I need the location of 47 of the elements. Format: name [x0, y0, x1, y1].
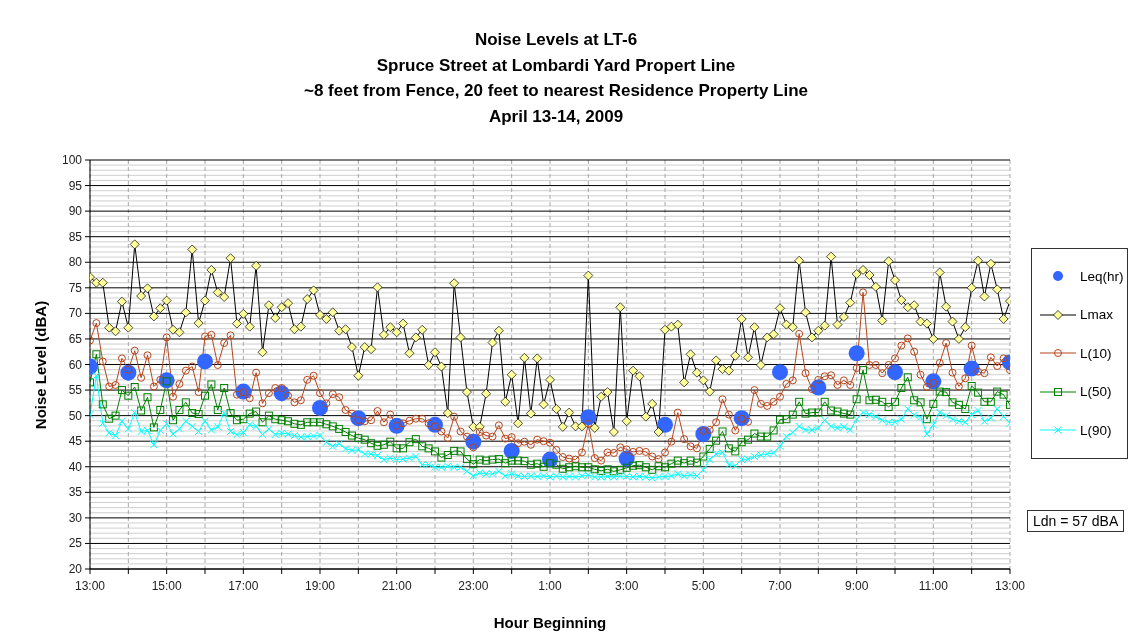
- x-tick-label: 13:00: [74, 579, 106, 593]
- x-tick-label: 1:00: [538, 579, 562, 593]
- point: [887, 364, 903, 381]
- y-tick-label: 85: [68, 229, 83, 244]
- x-tick-label: 9:00: [844, 579, 869, 593]
- x-tick-label: 3:00: [614, 579, 639, 593]
- y-tick-label: 45: [68, 434, 83, 449]
- y-axis-title: Noise Level (dBA): [31, 300, 49, 429]
- x-axis-title: Hour Beginning: [493, 614, 607, 631]
- x-tick-label: 17:00: [228, 579, 259, 593]
- y-tick-label: 50: [68, 408, 83, 423]
- point: [848, 345, 865, 362]
- point: [963, 360, 980, 377]
- y-tick-label: 95: [68, 178, 83, 193]
- point: [772, 364, 788, 381]
- y-tick-label: 80: [68, 255, 83, 270]
- y-tick-label: 60: [68, 357, 83, 372]
- y-tick-label: 55: [68, 383, 83, 398]
- y-tick-label: 90: [68, 204, 83, 219]
- point: [657, 416, 673, 433]
- point: [197, 353, 213, 370]
- x-tick-label: 15:00: [151, 579, 183, 593]
- legend-label: L(90): [1080, 422, 1112, 438]
- x-tick-label: 19:00: [304, 579, 336, 593]
- y-tick-label: 75: [68, 280, 83, 295]
- y-tick-label: 70: [68, 306, 83, 321]
- x-tick-label: 5:00: [691, 579, 716, 593]
- point: [312, 399, 328, 416]
- legend-label: L(10): [1080, 345, 1112, 361]
- legend-label: L(50): [1080, 384, 1112, 400]
- y-tick-label: 25: [68, 536, 83, 551]
- y-tick-label: 20: [68, 562, 83, 576]
- y-tick-label: 30: [68, 510, 83, 525]
- x-tick-label: 23:00: [458, 579, 489, 593]
- y-tick-label: 40: [68, 459, 83, 474]
- y-tick-label: 100: [61, 153, 83, 167]
- x-tick-label: 21:00: [381, 579, 413, 593]
- x-tick-label: 7:00: [768, 579, 792, 593]
- text: Ldn = 57 dBA: [1033, 513, 1119, 529]
- y-tick-label: 35: [68, 485, 83, 500]
- x-tick-label: 11:00: [918, 579, 949, 593]
- y-tick-label: 65: [68, 331, 83, 346]
- legend-label: Leq(hr): [1080, 268, 1124, 284]
- legend-label: Lmax: [1080, 307, 1114, 323]
- chart-title: Noise Levels at LT-6 Spruce Street at Lombardi Yard Propert Line ~8 feet from Fence, 20 feet to nearest Residence Property Line April 13-14, 2009: [303, 30, 809, 126]
- point: [580, 409, 597, 426]
- x-tick-label: 13:00: [994, 579, 1026, 593]
